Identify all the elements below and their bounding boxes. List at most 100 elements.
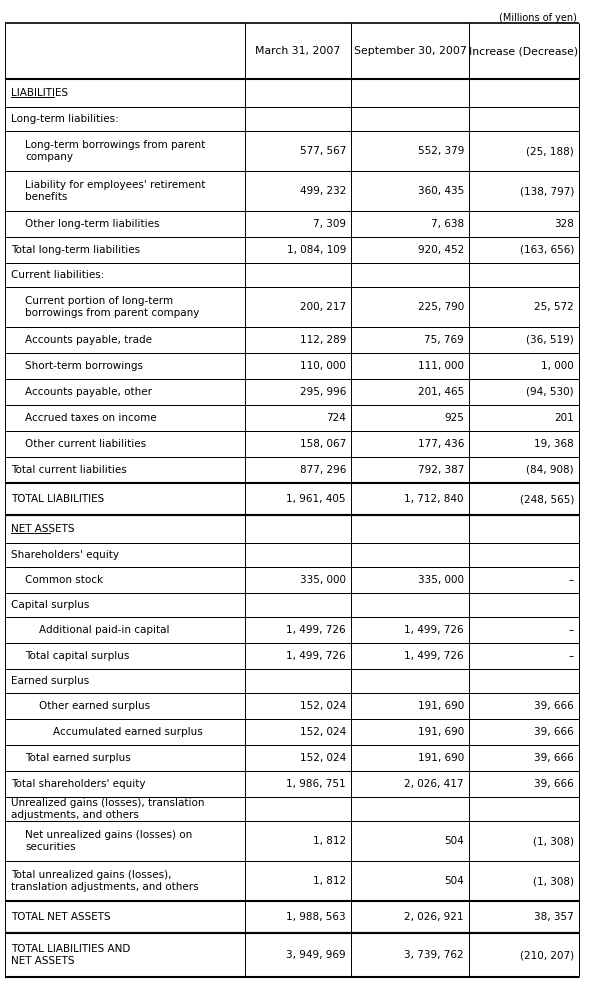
Text: 3, 739, 762: 3, 739, 762 (404, 950, 464, 960)
Text: (138, 797): (138, 797) (519, 186, 574, 196)
Text: 39, 666: 39, 666 (535, 753, 574, 763)
Text: 295, 996: 295, 996 (300, 387, 346, 397)
Text: 1, 986, 751: 1, 986, 751 (286, 779, 346, 789)
Text: Capital surplus: Capital surplus (11, 600, 89, 610)
Text: Net unrealized gains (losses) on
securities: Net unrealized gains (losses) on securit… (25, 830, 192, 852)
Text: Long-term liabilities:: Long-term liabilities: (11, 114, 119, 124)
Text: TOTAL LIABILITIES: TOTAL LIABILITIES (11, 494, 104, 504)
Text: 7, 638: 7, 638 (431, 219, 464, 229)
Text: 1, 812: 1, 812 (313, 876, 346, 886)
Text: 25, 572: 25, 572 (535, 302, 574, 312)
Text: September 30, 2007: September 30, 2007 (353, 46, 466, 56)
Text: 724: 724 (326, 413, 346, 423)
Text: 110, 000: 110, 000 (300, 361, 346, 371)
Text: (163, 656): (163, 656) (519, 245, 574, 255)
Text: Current portion of long-term
borrowings from parent company: Current portion of long-term borrowings … (25, 296, 199, 318)
Text: 1, 499, 726: 1, 499, 726 (286, 651, 346, 661)
Text: Total capital surplus: Total capital surplus (25, 651, 129, 661)
Text: 200, 217: 200, 217 (300, 302, 346, 312)
Text: (Millions of yen): (Millions of yen) (499, 13, 577, 23)
Text: 1, 084, 109: 1, 084, 109 (287, 245, 346, 255)
Text: 1, 812: 1, 812 (313, 836, 346, 846)
Text: 792, 387: 792, 387 (417, 465, 464, 475)
Text: 75, 769: 75, 769 (424, 335, 464, 345)
Text: 1, 499, 726: 1, 499, 726 (404, 651, 464, 661)
Text: Earned surplus: Earned surplus (11, 676, 89, 686)
Text: Total earned surplus: Total earned surplus (25, 753, 130, 763)
Text: 1, 499, 726: 1, 499, 726 (404, 625, 464, 635)
Text: 39, 666: 39, 666 (535, 701, 574, 711)
Text: Accounts payable, other: Accounts payable, other (25, 387, 152, 397)
Text: Other current liabilities: Other current liabilities (25, 439, 146, 449)
Text: Liability for employees' retirement
benefits: Liability for employees' retirement bene… (25, 180, 205, 202)
Text: 920, 452: 920, 452 (418, 245, 464, 255)
Text: (248, 565): (248, 565) (519, 494, 574, 504)
Text: Unrealized gains (losses), translation
adjustments, and others: Unrealized gains (losses), translation a… (11, 798, 205, 821)
Text: 7, 309: 7, 309 (313, 219, 346, 229)
Text: 152, 024: 152, 024 (300, 753, 346, 763)
Text: Accounts payable, trade: Accounts payable, trade (25, 335, 152, 345)
Text: Total long-term liabilities: Total long-term liabilities (11, 245, 140, 255)
Text: 152, 024: 152, 024 (300, 727, 346, 737)
Text: 1, 000: 1, 000 (541, 361, 574, 371)
Text: 335, 000: 335, 000 (418, 575, 464, 585)
Text: –: – (569, 575, 574, 585)
Text: (84, 908): (84, 908) (526, 465, 574, 475)
Text: (36, 519): (36, 519) (526, 335, 574, 345)
Text: 1, 712, 840: 1, 712, 840 (405, 494, 464, 504)
Text: (94, 530): (94, 530) (526, 387, 574, 397)
Text: TOTAL NET ASSETS: TOTAL NET ASSETS (11, 912, 111, 922)
Text: 111, 000: 111, 000 (418, 361, 464, 371)
Text: (1, 308): (1, 308) (533, 836, 574, 846)
Text: –: – (569, 625, 574, 635)
Text: 2, 026, 417: 2, 026, 417 (405, 779, 464, 789)
Text: Total unrealized gains (losses),
translation adjustments, and others: Total unrealized gains (losses), transla… (11, 870, 199, 892)
Text: (210, 207): (210, 207) (520, 950, 574, 960)
Text: Increase (Decrease): Increase (Decrease) (469, 46, 579, 56)
Text: Total shareholders' equity: Total shareholders' equity (11, 779, 146, 789)
Text: 3, 949, 969: 3, 949, 969 (286, 950, 346, 960)
Text: 152, 024: 152, 024 (300, 701, 346, 711)
Text: 2, 026, 921: 2, 026, 921 (405, 912, 464, 922)
Text: 38, 357: 38, 357 (535, 912, 574, 922)
Text: 504: 504 (445, 836, 464, 846)
Text: Short-term borrowings: Short-term borrowings (25, 361, 143, 371)
Text: 577, 567: 577, 567 (300, 146, 346, 156)
Text: 504: 504 (445, 876, 464, 886)
Text: 201: 201 (554, 413, 574, 423)
Text: Other earned surplus: Other earned surplus (39, 701, 150, 711)
Text: Common stock: Common stock (25, 575, 103, 585)
Text: 335, 000: 335, 000 (300, 575, 346, 585)
Text: LIABILITIES: LIABILITIES (11, 88, 68, 98)
Text: Long-term borrowings from parent
company: Long-term borrowings from parent company (25, 140, 205, 162)
Text: March 31, 2007: March 31, 2007 (255, 46, 341, 56)
Text: 328: 328 (554, 219, 574, 229)
Text: 877, 296: 877, 296 (300, 465, 346, 475)
Text: 201, 465: 201, 465 (418, 387, 464, 397)
Text: 1, 499, 726: 1, 499, 726 (286, 625, 346, 635)
Text: 552, 379: 552, 379 (417, 146, 464, 156)
Text: (25, 188): (25, 188) (526, 146, 574, 156)
Text: Total current liabilities: Total current liabilities (11, 465, 127, 475)
Text: 158, 067: 158, 067 (300, 439, 346, 449)
Text: Other long-term liabilities: Other long-term liabilities (25, 219, 159, 229)
Text: 39, 666: 39, 666 (535, 779, 574, 789)
Text: 112, 289: 112, 289 (300, 335, 346, 345)
Text: 191, 690: 191, 690 (418, 701, 464, 711)
Text: 191, 690: 191, 690 (418, 727, 464, 737)
Text: 19, 368: 19, 368 (535, 439, 574, 449)
Text: 360, 435: 360, 435 (418, 186, 464, 196)
Text: 39, 666: 39, 666 (535, 727, 574, 737)
Text: 1, 961, 405: 1, 961, 405 (286, 494, 346, 504)
Text: 1, 988, 563: 1, 988, 563 (286, 912, 346, 922)
Text: Additional paid-in capital: Additional paid-in capital (39, 625, 170, 635)
Text: Accumulated earned surplus: Accumulated earned surplus (53, 727, 203, 737)
Text: 177, 436: 177, 436 (417, 439, 464, 449)
Text: Accrued taxes on income: Accrued taxes on income (25, 413, 156, 423)
Text: Shareholders' equity: Shareholders' equity (11, 550, 119, 560)
Text: 925: 925 (444, 413, 464, 423)
Text: TOTAL LIABILITIES AND
NET ASSETS: TOTAL LIABILITIES AND NET ASSETS (11, 944, 130, 966)
Text: –: – (569, 651, 574, 661)
Text: NET ASSETS: NET ASSETS (11, 524, 74, 534)
Text: Current liabilities:: Current liabilities: (11, 270, 104, 280)
